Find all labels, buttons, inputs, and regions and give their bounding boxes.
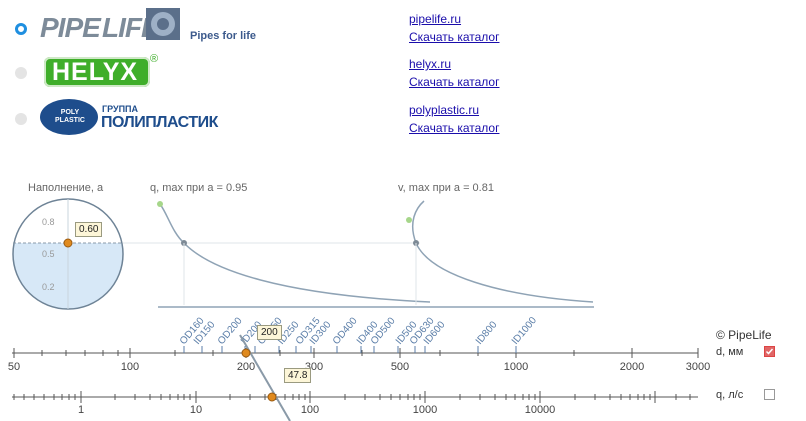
q-tick-3: 1000 [413,404,437,416]
pipelife-catalog-link[interactable]: Скачать каталог [409,30,500,44]
v-max-point [406,217,412,223]
d-handle[interactable] [241,348,251,358]
d-scale-label: d, мм [716,346,744,358]
d-tick-0: 50 [8,361,20,373]
fill-tick-0: 0.8 [42,217,55,227]
isopleth-line [239,334,291,421]
q-scale-label: q, л/с [716,389,744,401]
brand-radio-polyplastic[interactable] [15,113,27,125]
brand-radio-helyx[interactable] [15,67,27,79]
q-value-badge: 47.8 [284,368,312,383]
pipelife-emblem-icon [146,8,180,40]
v-curve [412,200,594,303]
polyplastic-logo-text: ПОЛИПЛАСТИК [101,114,218,131]
q-chart-title: q, max при a = 0.95 [150,182,247,194]
helyx-logo: HELYX ® [44,53,159,89]
polyplastic-logo: POLY PLASTIC ГРУППА ПОЛИПЛАСТИК [40,99,250,135]
polyplastic-site-link[interactable]: polyplastic.ru [409,103,480,117]
fill-chart-title: Наполнение, a [28,182,104,194]
pipe-size-15: ID1000 [510,315,539,347]
q-curve [159,203,431,303]
pipe-size-14: ID800 [474,319,500,347]
v-chart-title: v, max при a = 0.81 [398,182,494,194]
q-tick-0: 1 [78,404,84,416]
fill-value-badge: 0.60 [75,222,103,237]
helyx-catalog-link[interactable]: Скачать каталог [409,75,500,89]
q-scale-ticks [13,391,691,403]
d-tick-4: 500 [391,361,409,373]
helyx-logo-text: HELYX [52,58,139,86]
helyx-badge [44,57,150,87]
pipelife-site-link[interactable]: pipelife.ru [409,12,462,26]
d-tick-2: 200 [237,361,255,373]
polyplastic-catalog-link[interactable]: Скачать каталог [409,121,500,135]
helyx-site-link[interactable]: helyx.ru [409,57,452,71]
d-value-badge: 200 [257,325,282,340]
pipe-size-labels: OD160 ID150 OD200 ID200 OD250 ID250 OD31… [178,315,539,347]
d-scale-checkbox[interactable] [764,346,775,357]
fill-tick-1: 0.5 [42,249,55,259]
q-max-point [157,201,163,207]
pipe-size-8: OD400 [331,315,360,347]
d-tick-5: 1000 [504,361,528,373]
q-handle[interactable] [267,392,277,402]
polyplastic-group-label: ГРУППА [102,104,139,114]
q-tick-4: 10000 [525,404,556,416]
copyright-label: © PipeLife [716,328,772,342]
pipelife-logo-text-left: PIPE [40,12,101,43]
d-tick-7: 3000 [686,361,710,373]
fill-tick-2: 0.2 [42,282,55,292]
polyplastic-emblem-icon [40,99,98,135]
pipe-size-ticks [183,346,517,353]
q-tick-1: 10 [190,404,202,416]
q-tick-2: 100 [301,404,319,416]
helyx-registered-mark: ® [150,53,159,65]
checkmark-icon [765,348,774,355]
fill-level-area [13,243,123,309]
pipelife-tagline: Pipes for life [190,30,257,42]
pipelife-logo: PIPE LIFE Pipes for life [40,8,260,44]
brand-radio-pipelife[interactable] [15,23,27,35]
d-tick-6: 2000 [620,361,644,373]
q-scale-checkbox[interactable] [764,389,775,400]
polyplastic-emblem-text: POLY PLASTIC [55,109,85,124]
d-tick-1: 100 [121,361,139,373]
fill-handle[interactable] [63,238,73,248]
